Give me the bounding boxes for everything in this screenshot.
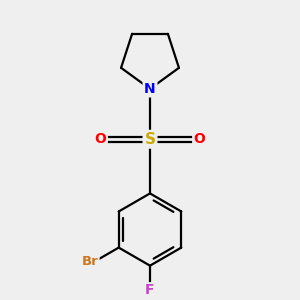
Text: Br: Br: [82, 255, 99, 268]
Text: F: F: [145, 284, 155, 297]
Text: N: N: [144, 82, 156, 96]
Text: S: S: [145, 132, 155, 147]
Text: O: O: [194, 132, 206, 146]
Text: O: O: [94, 132, 106, 146]
